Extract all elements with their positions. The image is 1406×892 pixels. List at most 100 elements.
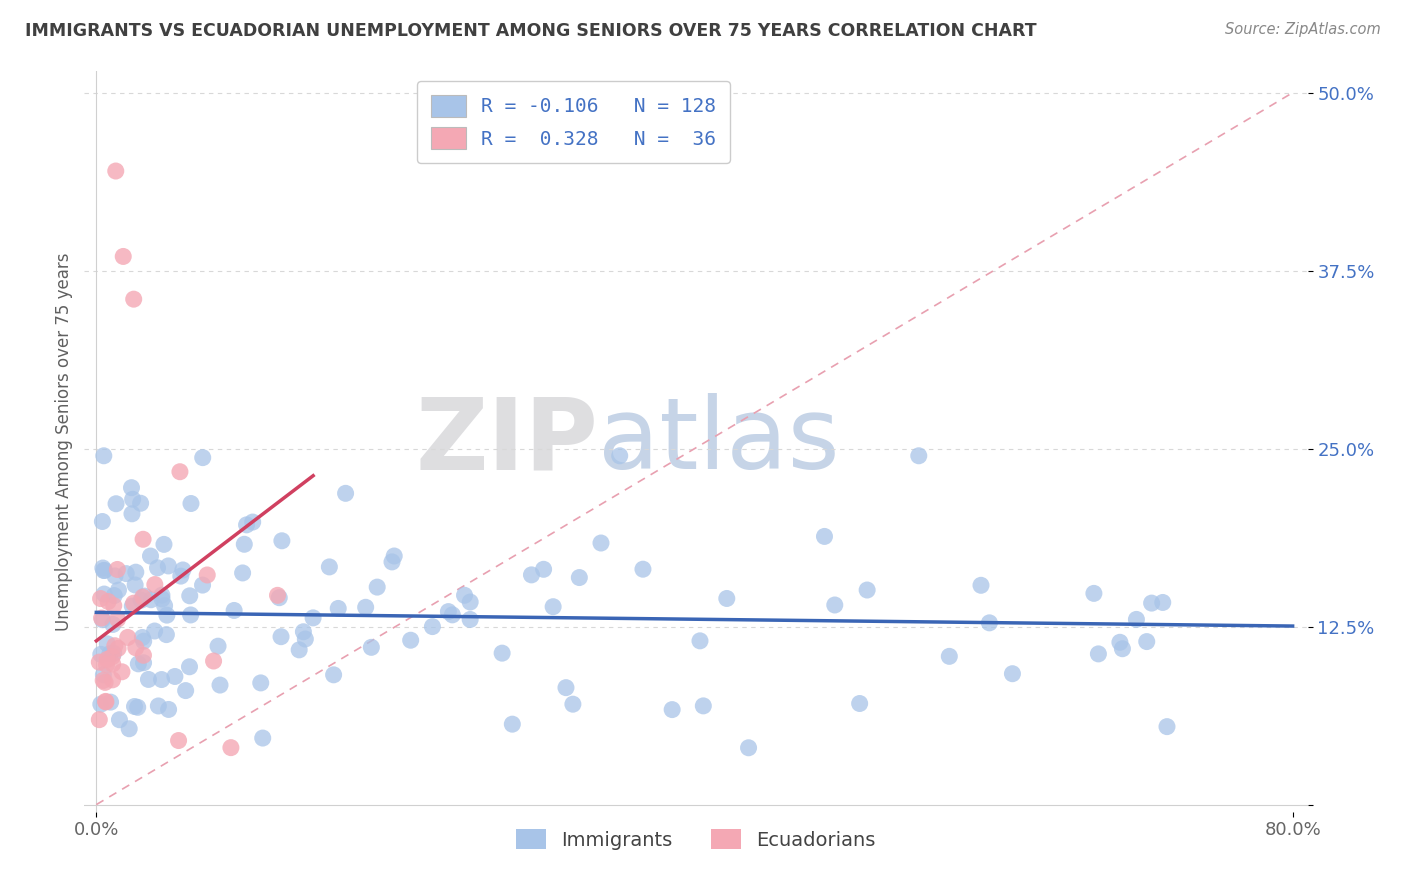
Point bbox=[104, 164, 127, 178]
Point bbox=[328, 601, 350, 615]
Point bbox=[101, 617, 124, 632]
Point bbox=[91, 673, 114, 688]
Point bbox=[108, 713, 131, 727]
Point bbox=[541, 599, 564, 614]
Point bbox=[104, 639, 127, 653]
Point bbox=[219, 740, 242, 755]
Point bbox=[146, 561, 169, 575]
Point bbox=[98, 647, 121, 661]
Point bbox=[157, 702, 180, 716]
Point bbox=[93, 667, 115, 681]
Point bbox=[96, 637, 118, 651]
Point bbox=[1156, 720, 1178, 734]
Text: ZIP: ZIP bbox=[415, 393, 598, 490]
Point bbox=[568, 570, 591, 584]
Point bbox=[907, 449, 929, 463]
Point bbox=[127, 700, 149, 714]
Point bbox=[131, 631, 153, 645]
Point bbox=[90, 611, 112, 625]
Point bbox=[163, 669, 186, 683]
Point bbox=[589, 536, 612, 550]
Point bbox=[129, 593, 152, 607]
Point bbox=[121, 507, 143, 521]
Point bbox=[170, 569, 193, 583]
Point bbox=[179, 589, 201, 603]
Point bbox=[94, 694, 117, 708]
Point bbox=[132, 634, 155, 648]
Point bbox=[1109, 635, 1132, 649]
Point bbox=[191, 578, 214, 592]
Point bbox=[97, 594, 120, 608]
Point bbox=[360, 640, 382, 655]
Point bbox=[824, 598, 846, 612]
Point bbox=[96, 657, 118, 672]
Point bbox=[150, 673, 173, 687]
Point bbox=[235, 517, 257, 532]
Point bbox=[354, 600, 377, 615]
Point bbox=[856, 582, 879, 597]
Point bbox=[1140, 596, 1163, 610]
Point bbox=[232, 566, 254, 580]
Point bbox=[207, 639, 229, 653]
Point bbox=[180, 496, 202, 510]
Point bbox=[1125, 612, 1147, 626]
Point bbox=[90, 591, 112, 606]
Point bbox=[631, 562, 654, 576]
Point bbox=[117, 631, 139, 645]
Point bbox=[208, 678, 231, 692]
Point bbox=[103, 646, 125, 660]
Point bbox=[172, 563, 194, 577]
Point bbox=[150, 588, 173, 602]
Text: atlas: atlas bbox=[598, 393, 839, 490]
Point bbox=[501, 717, 523, 731]
Point bbox=[233, 537, 256, 551]
Point bbox=[224, 603, 246, 617]
Point bbox=[195, 568, 218, 582]
Point bbox=[134, 589, 156, 603]
Point bbox=[96, 652, 118, 666]
Point bbox=[155, 627, 177, 641]
Point bbox=[143, 624, 166, 638]
Point bbox=[148, 698, 170, 713]
Point bbox=[441, 607, 464, 622]
Point bbox=[661, 703, 683, 717]
Text: IMMIGRANTS VS ECUADORIAN UNEMPLOYMENT AMONG SENIORS OVER 75 YEARS CORRELATION CH: IMMIGRANTS VS ECUADORIAN UNEMPLOYMENT AM… bbox=[25, 22, 1038, 40]
Point bbox=[121, 599, 143, 613]
Point bbox=[202, 654, 225, 668]
Point bbox=[101, 673, 124, 687]
Point bbox=[381, 555, 404, 569]
Point bbox=[121, 481, 143, 495]
Point bbox=[318, 560, 340, 574]
Point bbox=[150, 591, 173, 606]
Point bbox=[107, 583, 129, 598]
Point bbox=[1136, 634, 1159, 648]
Point bbox=[813, 529, 835, 543]
Point bbox=[270, 630, 292, 644]
Point bbox=[138, 673, 160, 687]
Point bbox=[179, 660, 201, 674]
Point bbox=[242, 515, 264, 529]
Point bbox=[139, 592, 162, 607]
Point bbox=[124, 699, 146, 714]
Point bbox=[132, 590, 155, 604]
Point bbox=[104, 569, 127, 583]
Point bbox=[91, 613, 114, 627]
Point bbox=[716, 591, 738, 606]
Point bbox=[692, 698, 714, 713]
Point bbox=[294, 632, 316, 646]
Point bbox=[125, 565, 148, 579]
Point bbox=[107, 641, 129, 656]
Point bbox=[91, 515, 114, 529]
Point bbox=[169, 465, 191, 479]
Point bbox=[153, 537, 176, 551]
Point bbox=[100, 695, 122, 709]
Point bbox=[366, 580, 388, 594]
Point bbox=[107, 612, 129, 626]
Point bbox=[153, 599, 176, 613]
Point bbox=[491, 646, 513, 660]
Point bbox=[249, 676, 271, 690]
Point bbox=[122, 292, 145, 306]
Point bbox=[90, 697, 112, 711]
Point bbox=[112, 250, 135, 264]
Point bbox=[91, 561, 114, 575]
